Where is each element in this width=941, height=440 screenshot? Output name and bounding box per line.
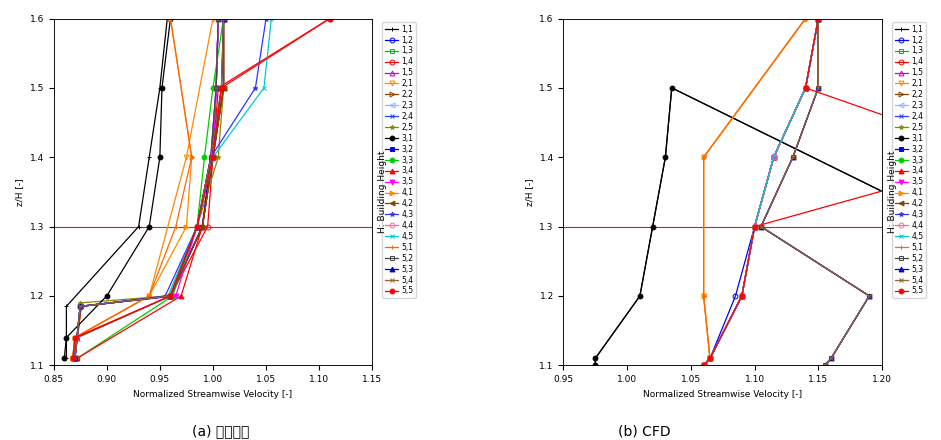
- Text: (a) 풍동실험: (a) 풍동실험: [193, 425, 249, 439]
- Legend: 1,1, 1,2, 1,3, 1,4, 1,5, 2,1, 2,2, 2,3, 2,4, 2,5, 3,1, 3,2, 3,3, 3,4, 3,5, 4,1, : 1,1, 1,2, 1,3, 1,4, 1,5, 2,1, 2,2, 2,3, …: [382, 22, 416, 298]
- Y-axis label: H: Building Height: H: Building Height: [887, 150, 897, 233]
- X-axis label: Normalized Streamwise Velocity [-]: Normalized Streamwise Velocity [-]: [134, 389, 293, 399]
- Y-axis label: z/H [-]: z/H [-]: [15, 178, 24, 206]
- Y-axis label: H: Building Height: H: Building Height: [378, 150, 387, 233]
- Text: (b) CFD: (b) CFD: [618, 425, 671, 439]
- X-axis label: Normalized Streamwise Velocity [-]: Normalized Streamwise Velocity [-]: [643, 389, 803, 399]
- Legend: 1,1, 1,2, 1,3, 1,4, 1,5, 2,1, 2,2, 2,3, 2,4, 2,5, 3,1, 3,2, 3,3, 3,4, 3,5, 4,1, : 1,1, 1,2, 1,3, 1,4, 1,5, 2,1, 2,2, 2,3, …: [892, 22, 926, 298]
- Y-axis label: z/H [-]: z/H [-]: [525, 178, 534, 206]
